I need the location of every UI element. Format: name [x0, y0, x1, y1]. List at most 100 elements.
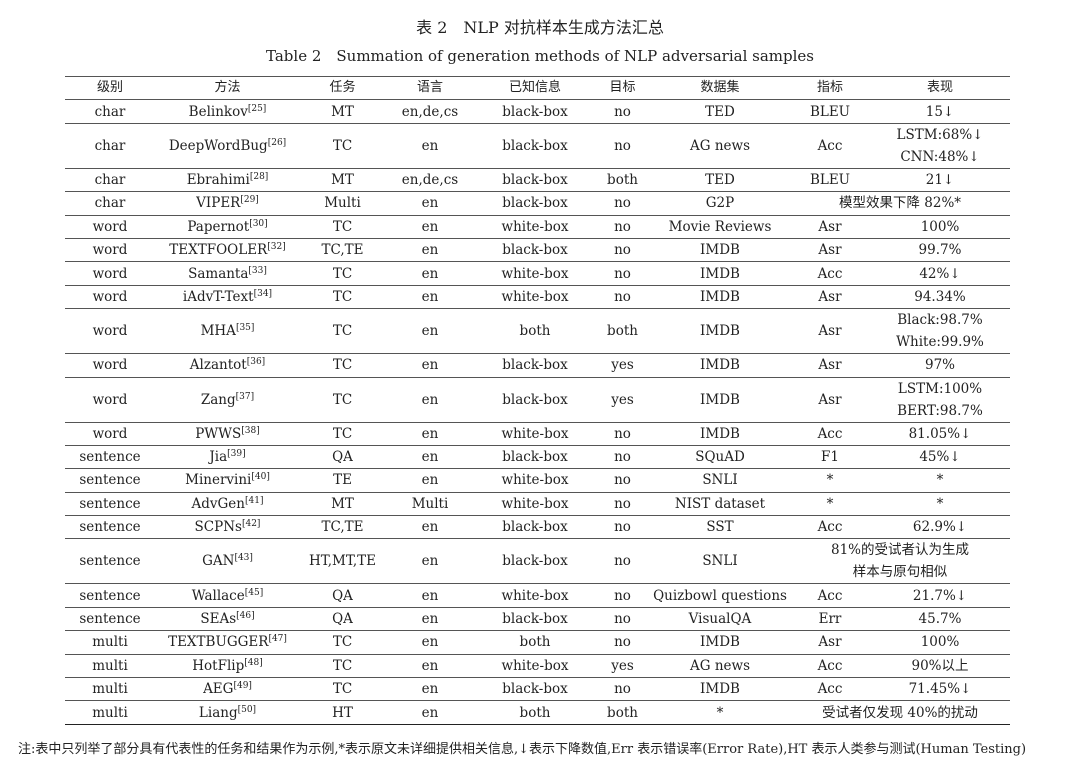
table-cell: 81%的受试者认为生成 样本与原句相似	[790, 538, 1010, 584]
reference: [48]	[244, 657, 263, 668]
table-cell: en,de,cs	[385, 99, 475, 124]
table-cell: IMDB	[650, 421, 790, 446]
table-cell: en	[385, 122, 475, 169]
table-cell: en	[385, 421, 475, 446]
table-cell: black-box	[475, 376, 595, 423]
table-cell: 45.7%	[870, 606, 1010, 631]
table-cell: VIPER[29]	[155, 191, 300, 216]
table-cell: HotFlip[48]	[155, 653, 300, 678]
table-cell: sentence	[65, 538, 155, 584]
table-cell: Acc	[790, 515, 870, 539]
table-cell: Acc	[790, 122, 870, 169]
header-cell: 表现	[870, 75, 1010, 100]
table-cell: sentence	[65, 444, 155, 469]
table-cell: no	[595, 99, 650, 124]
table-cell: no	[595, 421, 650, 446]
reference: [46]	[236, 611, 255, 622]
method-name: Samanta	[188, 265, 249, 282]
table-cell: both	[595, 700, 650, 725]
table-cell: white-box	[475, 583, 595, 608]
table-cell: en	[385, 700, 475, 725]
table-row: word PWWS[38] TC en white-box no IMDB Acc 81.05%…	[65, 421, 1010, 446]
table-cell: 100%	[870, 214, 1010, 239]
table-cell: no	[595, 630, 650, 655]
table-cell: TC	[300, 677, 385, 701]
table-row: char Ebrahimi[28] MT en,de,cs black-box both T…	[65, 167, 1010, 192]
table-cell: MHA[35]	[155, 308, 300, 354]
table-cell: GAN[43]	[155, 538, 300, 584]
header-cell: 语言	[385, 75, 475, 100]
table-cell: en	[385, 261, 475, 286]
table-cell: Liang[50]	[155, 700, 300, 725]
table-cell: Acc	[790, 583, 870, 608]
cell-line: Black:98.7%	[897, 312, 983, 329]
table-cell: Asr	[790, 376, 870, 423]
reference: [42]	[241, 519, 261, 530]
table-cell: no	[595, 606, 650, 631]
table-row: word Papernot[30] TC en white-box no Movie Rev…	[65, 214, 1010, 239]
table-cell: SQuAD	[650, 444, 790, 469]
header-cell: 指标	[790, 75, 870, 100]
table-cell: en	[385, 606, 475, 631]
table-cell: G2P	[650, 191, 790, 216]
table-cell: IMDB	[650, 677, 790, 701]
table-cell: white-box	[475, 491, 595, 516]
method-name: Zang	[200, 391, 236, 408]
table-row: multi AEG[49] TC en black-box no IMDB Acc 71.45%…	[65, 677, 1010, 701]
table-cell: Movie Reviews	[650, 214, 790, 239]
reference: [36]	[246, 357, 266, 368]
table-body: char Belinkov[25] MT en,de,cs black-box no TED…	[65, 99, 1010, 725]
table-cell: black-box	[475, 515, 595, 539]
header-cell: 数据集	[650, 75, 790, 100]
table-cell: BLEU	[790, 99, 870, 124]
header-row: 级别 方法 任务 语言 已知信息 目标 数据集 指标 表现	[65, 75, 1010, 100]
table-cell: Acc	[790, 261, 870, 286]
header-cell: 方法	[155, 75, 300, 100]
table-row: word Zang[37] TC en black-box yes IMDB Asr LSTM:…	[65, 376, 1010, 423]
reference: [49]	[233, 681, 252, 692]
table-row: sentence GAN[43] HT,MT,TE en black-box no SNLI…	[65, 538, 1010, 584]
table-cell: word	[65, 376, 155, 423]
method-name: Ebrahimi	[186, 171, 250, 188]
table-cell: MT	[300, 99, 385, 124]
table-cell: both	[475, 630, 595, 655]
reference: [37]	[235, 391, 255, 402]
table-cell: no	[595, 491, 650, 516]
table-cell: TC	[300, 376, 385, 423]
reference: [39]	[227, 449, 246, 460]
table-cell: 81.05%↓	[870, 421, 1010, 446]
table-cell: white-box	[475, 653, 595, 678]
reference: [26]	[267, 137, 287, 148]
table-cell: 94.34%	[870, 284, 1010, 309]
table-cell: char	[65, 99, 155, 124]
table-cell: char	[65, 122, 155, 169]
table-cell: sentence	[65, 468, 155, 493]
table-cell: TED	[650, 167, 790, 192]
cell-line: LSTM:68%↓	[896, 126, 984, 143]
table-cell: white-box	[475, 421, 595, 446]
table-row: sentence SEAs[46] QA en black-box no VisualQA E…	[65, 606, 1010, 631]
method-name: Papernot	[187, 218, 250, 235]
table-cell: black-box	[475, 167, 595, 192]
table-cell: AdvGen[41]	[155, 491, 300, 516]
reference: [38]	[241, 425, 260, 436]
table-cell: no	[595, 583, 650, 608]
table-cell: SST	[650, 515, 790, 539]
table-cell: 45%↓	[870, 444, 1010, 469]
table-cell: en	[385, 515, 475, 539]
table-cell: IMDB	[650, 284, 790, 309]
table-row: multi TEXTBUGGER[47] TC en both no IMDB Asr 100%	[65, 630, 1010, 655]
table-cell: sentence	[65, 583, 155, 608]
method-name: VIPER	[196, 195, 241, 212]
table-cell: Multi	[385, 491, 475, 516]
table-cell: 62.9%↓	[870, 515, 1010, 539]
table-cell: MT	[300, 167, 385, 192]
table-cell: yes	[595, 653, 650, 678]
table-cell: HT,MT,TE	[300, 538, 385, 584]
summary-table: 级别 方法 任务 语言 已知信息 目标 数据集 指标 表现 char Belinkov[25] MT…	[65, 75, 1010, 725]
reference: [35]	[235, 323, 255, 334]
table-cell: word	[65, 308, 155, 354]
table-cell: 90%以上	[870, 653, 1010, 678]
table-cell: DeepWordBug[26]	[155, 122, 300, 169]
reference: [32]	[267, 242, 286, 253]
